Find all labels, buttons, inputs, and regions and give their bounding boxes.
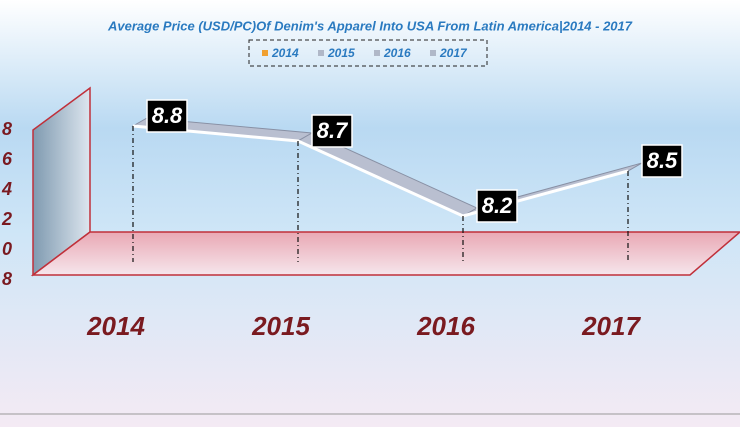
y-tick-label: 2 bbox=[1, 209, 12, 229]
y-tick-label: 6 bbox=[2, 149, 13, 169]
legend-marker bbox=[262, 50, 268, 56]
data-label: 8.5 bbox=[647, 148, 678, 173]
data-label: 8.7 bbox=[317, 118, 349, 143]
data-label-box bbox=[311, 114, 353, 148]
x-tick-label: 2016 bbox=[416, 311, 475, 341]
data-label-box bbox=[476, 189, 518, 223]
y-tick-label: 8 bbox=[2, 119, 12, 139]
data-label-box bbox=[641, 144, 683, 178]
data-label-box bbox=[146, 99, 188, 133]
legend-label: 2016 bbox=[383, 46, 411, 60]
x-tick-label: 2017 bbox=[581, 311, 641, 341]
floor bbox=[30, 231, 740, 276]
legend-label: 2015 bbox=[327, 46, 355, 60]
data-label: 8.8 bbox=[152, 103, 183, 128]
y-tick-label: 0 bbox=[2, 239, 12, 259]
x-tick-label: 2014 bbox=[86, 311, 145, 341]
legend-label: 2014 bbox=[271, 46, 299, 60]
y-tick-label: 8 bbox=[2, 269, 12, 289]
y-tick-label: 4 bbox=[1, 179, 12, 199]
x-tick-label: 2015 bbox=[251, 311, 310, 341]
legend-marker bbox=[318, 50, 324, 56]
legend-marker bbox=[374, 50, 380, 56]
legend-label: 2017 bbox=[439, 46, 468, 60]
chart-title: Average Price (USD/PC)Of Denim's Apparel… bbox=[107, 18, 633, 33]
legend-box bbox=[248, 39, 488, 67]
legend-marker bbox=[430, 50, 436, 56]
line bbox=[132, 124, 629, 218]
data-label: 8.2 bbox=[482, 193, 513, 218]
